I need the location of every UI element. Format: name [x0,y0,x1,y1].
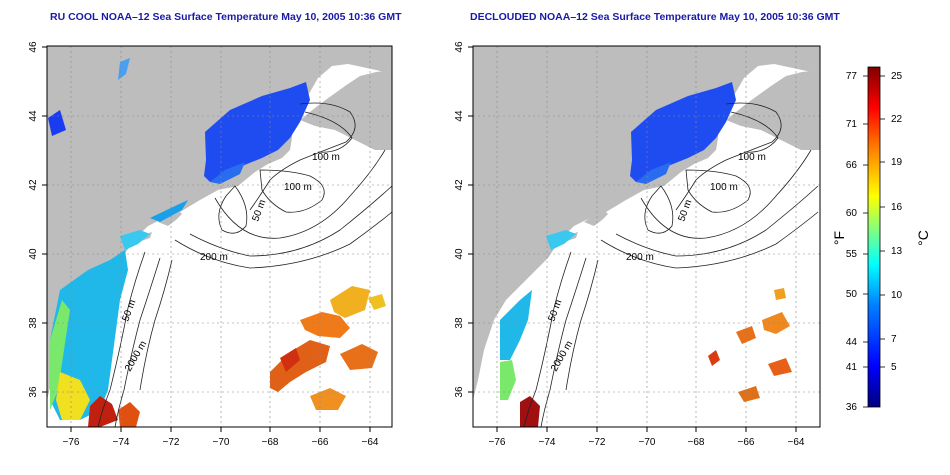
left-map-cape-cod [158,210,182,226]
left-map-shelf-sst [120,230,150,250]
colorbar-celsius-tick: 19 [891,157,903,168]
right-map-warm-patch-3 [768,358,792,376]
right-map-cape-cod [584,210,608,226]
right-map-lon-tick: −74 [539,437,556,448]
colorbar-fahrenheit-tick: 55 [846,249,858,260]
left-map-warm-patch-6 [368,294,386,310]
colorbar-fahrenheit-tick: 77 [846,71,858,82]
left-map-contour-label-100m-b: 100 m [284,182,312,193]
left-map-lat-tick: 40 [28,248,39,260]
right-map-lon-tick: −64 [788,437,805,448]
colorbar-fahrenheit-tick: 44 [846,337,858,348]
colorbar: 77 71 66 60 55 50 44 41 36 25 22 19 16 1… [831,66,931,413]
colorbar-celsius-tick: 22 [891,114,903,125]
right-map-warm-patch-6 [738,386,760,402]
left-map-warm-patch-4 [280,348,300,372]
left-map-lat-tick: 44 [28,110,39,122]
right-map-title: DECLOUDED NOAA–12 Sea Surface Temperatur… [470,11,840,23]
right-map-lon-tick: −68 [688,437,705,448]
right-map-lat-tick: 44 [454,110,465,122]
colorbar-fahrenheit-tick: 66 [846,160,858,171]
left-map-gulf-of-maine-sst [204,82,310,182]
right-map-ticks [468,46,797,432]
left-map-title: RU COOL NOAA–12 Sea Surface Temperature … [50,11,402,23]
right-map-lon-tick: −76 [489,437,506,448]
right-map-land [473,46,820,400]
colorbar-fahrenheit-label: °F [831,231,847,245]
left-map-warm-patch-3 [340,344,378,370]
right-map-lon-tick: −66 [738,437,755,448]
right-map-grid [473,46,820,427]
colorbar-celsius-tick: 25 [891,71,903,82]
left-map-inland-sst [50,300,70,410]
colorbar-fahrenheit-tick: 60 [846,208,858,219]
left-map-warm-core-ring [270,340,330,392]
left-map-warm-patch-2 [330,286,370,318]
right-map-lon-tick: −70 [639,437,656,448]
left-map-lon-tick: −68 [262,437,279,448]
right-map-lat-tick: 46 [454,41,465,53]
colorbar-fahrenheit-tick: 36 [846,402,858,413]
left-map-lat-tick: 36 [28,386,39,398]
right-map-lat-tick: 36 [454,386,465,398]
right-map: 100 m 100 m 50 m 200 m 50 m 2000 m [454,41,821,448]
right-map-gulf-of-maine-sst [630,82,736,182]
right-map-warm-patch-2 [762,312,790,334]
left-map-lake [118,58,130,80]
right-map-warm-patch [736,326,756,344]
left-map-contour-label-100m-a: 100 m [312,152,340,163]
left-map-lat-tick: 38 [28,317,39,329]
colorbar-fahrenheit-tick: 41 [846,362,858,373]
right-map-contour-label-100m-b: 100 m [710,182,738,193]
left-map-lake-2 [48,110,66,136]
right-map-gulf-of-maine-sst-2 [636,162,671,184]
colorbar-fahrenheit-tick: 71 [846,119,858,130]
left-map-gulf-of-maine-sst-2 [210,162,245,184]
right-map-shelf-sst [546,230,576,250]
left-map-frame [46,45,393,428]
colorbar-fahrenheit-tick: 50 [846,289,858,300]
colorbar-gradient [867,66,881,408]
left-map-land [47,46,392,400]
left-map-coastal-sst [150,200,188,222]
left-map-lat-tick: 46 [28,41,39,53]
right-map-contour-label-200m: 200 m [626,252,654,263]
left-map-lon-tick: −72 [163,437,180,448]
right-map-contour-label-100m-a: 100 m [738,152,766,163]
right-map-lat-tick: 40 [454,248,465,260]
right-map-lat-tick: 42 [454,179,465,191]
right-map-lon-tick: −72 [589,437,606,448]
colorbar-celsius-label: °C [915,230,931,246]
left-map-grid [47,46,392,427]
right-map-warm-patch-4 [708,350,720,366]
left-map-gulf-stream-sst-2 [118,402,140,427]
left-map-ticks [42,46,371,432]
right-map-inland-sst [500,360,516,400]
colorbar-celsius-tick: 7 [891,334,897,345]
colorbar-celsius-tick: 5 [891,362,897,373]
left-map-lon-tick: −74 [113,437,130,448]
colorbar-celsius-tick: 13 [891,246,903,257]
left-map-contour-label-200m: 200 m [200,252,228,263]
right-map-warm-patch-5 [774,288,786,300]
left-map-warm-patch-5 [310,388,346,410]
left-map-south-sst [56,372,90,420]
right-map-gulf-stream-sst [520,396,540,427]
left-map: 100 m 100 m 50 m 200 m 50 m 2000 m [28,41,393,448]
left-map-gulf-stream-sst [88,396,118,427]
colorbar-celsius-tick: 10 [891,290,903,301]
colorbar-celsius-tick: 16 [891,202,903,213]
right-map-lat-tick: 38 [454,317,465,329]
left-map-lon-tick: −66 [312,437,329,448]
left-map-warm-patch [300,312,350,338]
left-map-lon-tick: −70 [213,437,230,448]
left-map-lon-tick: −76 [63,437,80,448]
left-map-lat-tick: 42 [28,179,39,191]
left-map-lon-tick: −64 [362,437,379,448]
right-map-mid-atlantic-sst [500,290,532,360]
right-map-bathymetry [523,102,819,427]
colorbar-ticks [863,75,885,408]
